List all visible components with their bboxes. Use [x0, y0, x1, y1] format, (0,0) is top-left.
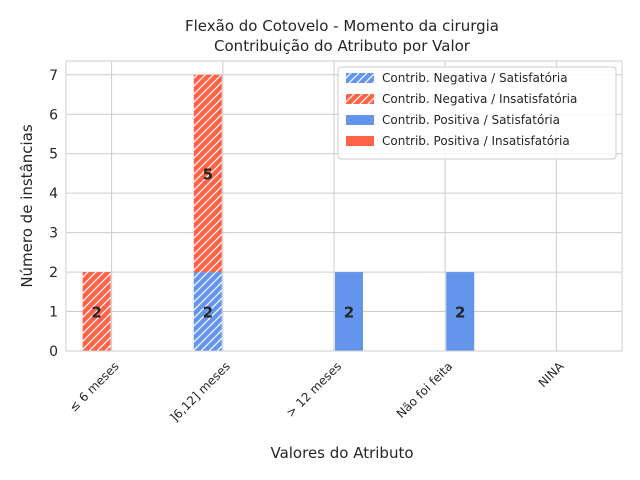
- bar-hatch: [193, 272, 222, 351]
- bar: [446, 272, 475, 351]
- y-tick-label: 3: [49, 226, 58, 242]
- x-tick-label: NINA: [536, 359, 567, 390]
- legend-label: Contrib. Negativa / Satisfatória: [382, 71, 568, 85]
- y-tick-label: 1: [49, 305, 58, 321]
- bar-value-label: 2: [203, 304, 213, 322]
- bar-labels: 2 2 5 2 2: [91, 165, 465, 321]
- y-tick-label: 2: [49, 265, 58, 281]
- legend-swatch: [346, 136, 374, 146]
- y-tick-label: 7: [49, 68, 58, 84]
- y-tick-label: 0: [49, 344, 58, 360]
- y-axis-label: Número de instâncias: [18, 124, 36, 288]
- y-tick-label: 5: [49, 147, 58, 163]
- legend-label: Contrib. Positiva / Satisfatória: [382, 113, 560, 127]
- legend-box: [337, 66, 617, 160]
- legend: Contrib. Negativa / Satisfatória Contrib.…: [337, 66, 617, 160]
- legend-label: Contrib. Positiva / Insatisfatória: [382, 134, 570, 148]
- x-tick-label: > 12 meses: [283, 359, 344, 420]
- bar-value-label: 2: [344, 304, 354, 322]
- bar-value-label: 2: [455, 304, 465, 322]
- chart-title-line2: Contribuição do Atributo por Valor: [214, 37, 471, 55]
- legend-swatch: [346, 115, 374, 125]
- bars: [82, 74, 475, 351]
- x-axis-label: Valores do Atributo: [270, 444, 413, 462]
- plot-frame: [65, 60, 623, 352]
- bar-value-label: 5: [203, 165, 213, 183]
- y-tick-label: 4: [49, 186, 58, 202]
- bar-hatch: [82, 272, 111, 351]
- legend-label: Contrib. Negativa / Insatisfatória: [382, 92, 577, 106]
- x-tick-label: ]6,12] meses: [167, 359, 233, 425]
- x-tick-label: ≤ 6 meses: [66, 359, 121, 414]
- legend-swatch-hatch: [346, 73, 374, 83]
- y-tick-label: 6: [49, 107, 58, 123]
- bar-hatch: [193, 74, 222, 273]
- legend-swatch-hatch: [346, 94, 374, 104]
- x-tick-label: Não foi feita: [394, 359, 456, 421]
- bar-value-label: 2: [91, 304, 101, 322]
- chart-title-line1: Flexão do Cotovelo - Momento da cirurgia: [185, 17, 499, 35]
- bar: [335, 272, 363, 351]
